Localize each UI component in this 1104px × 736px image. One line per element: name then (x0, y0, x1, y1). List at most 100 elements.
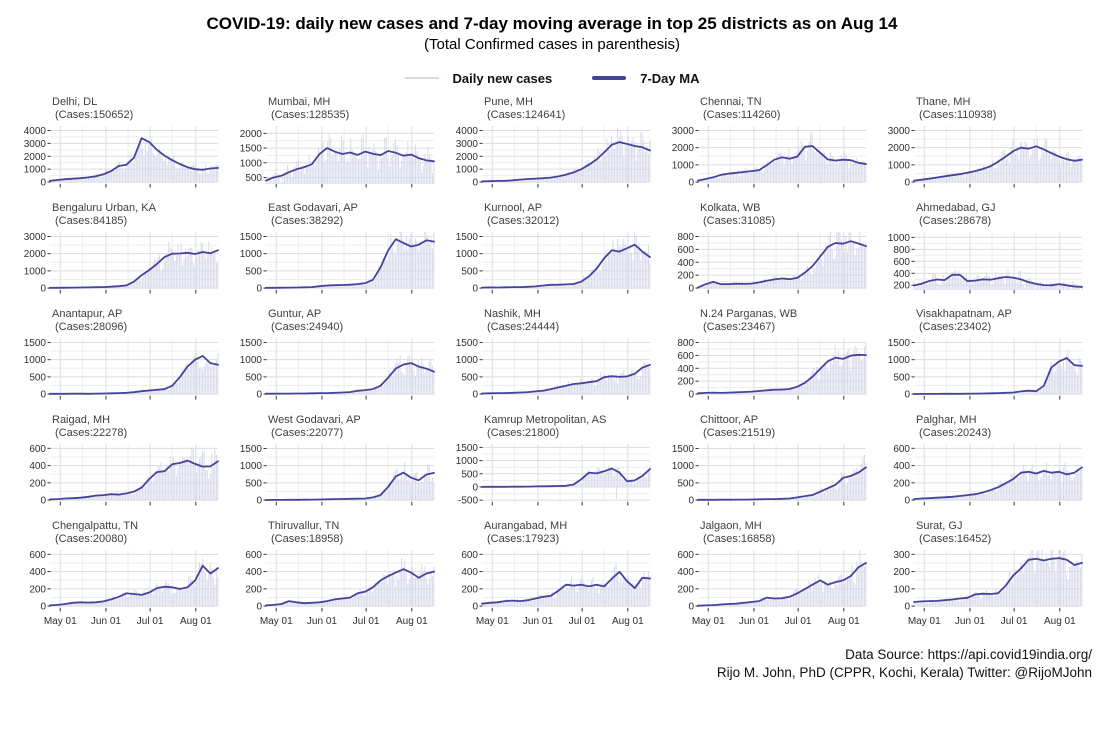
district-cases: (Cases:24940) (271, 321, 344, 333)
panel-title: Chittoor, AP (Cases:21519) (700, 414, 874, 440)
ma-line (265, 147, 435, 182)
y-axis-tick-label: 1000 (240, 249, 263, 260)
y-axis-tick-label: 0 (472, 602, 478, 613)
y-axis-tick-label: 600 (245, 550, 262, 561)
y-axis-tick-label: 4000 (456, 126, 479, 137)
chart-canvas: 0 500 1000 1500 (672, 444, 867, 507)
y-axis-tick-label: 500 (245, 266, 262, 277)
y-axis-tick-label: 800 (893, 245, 910, 256)
chart-canvas: 0 100 200 300 May 01 Jun 01 Jul 01 Aug 01 (893, 550, 1083, 627)
y-axis-tick-label: 1500 (24, 338, 47, 349)
district-panel: Surat, GJ (Cases:16452) 0 100 200 300 May 01 Ju… (874, 520, 1090, 646)
district-name: Ahmedabad, GJ (916, 202, 996, 214)
ma-line (49, 137, 219, 182)
y-axis-tick-label: 200 (893, 478, 910, 489)
y-axis-tick-label: 1000 (456, 249, 479, 260)
chart-canvas: 0 200 400 600 May 01 Jun 01 Jul 01 Aug 01 (29, 550, 219, 627)
district-name: Surat, GJ (916, 520, 963, 532)
panel-title: Palghar, MH (Cases:20243) (916, 414, 1090, 440)
y-axis-tick-label: 0 (904, 602, 910, 613)
y-axis-tick-label: 500 (677, 478, 694, 489)
district-name: Chengalpattu, TN (52, 520, 139, 532)
y-axis-tick-label: 1500 (456, 232, 479, 243)
x-axis-tick-label: May 01 (44, 616, 77, 627)
y-axis-tick-label: 0 (256, 284, 262, 295)
district-panel: Delhi, DL (Cases:150652) 0 1000 2000 3000 4000 (10, 96, 226, 202)
y-axis-tick-label: 300 (893, 550, 910, 561)
panel-title: Aurangabad, MH (Cases:17923) (484, 520, 658, 546)
y-axis-tick-label: 200 (677, 377, 694, 388)
panel-title: Ahmedabad, GJ (Cases:28678) (916, 202, 1090, 228)
district-cases: (Cases:150652) (55, 109, 134, 121)
district-cases: (Cases:24444) (487, 321, 560, 333)
y-axis-tick-label: 600 (677, 550, 694, 561)
chart-canvas: 0 1000 2000 3000 (672, 126, 867, 189)
ma-line (913, 557, 1083, 603)
ma-line (697, 145, 867, 182)
y-axis-tick-label: 800 (677, 232, 694, 243)
y-axis-tick-label: 0 (904, 496, 910, 507)
ma-line (265, 238, 435, 289)
district-name: Mumbai, MH (268, 96, 331, 108)
chart-canvas: 0 1000 2000 3000 4000 (456, 126, 651, 189)
ma-line (265, 471, 435, 501)
ma-line (481, 141, 651, 183)
page-subtitle: (Total Confirmed cases in parenthesis) (424, 36, 680, 53)
ma-line (913, 273, 1083, 288)
legend-label-daily: Daily new cases (452, 70, 553, 86)
y-axis-tick-label: 400 (677, 364, 694, 375)
panel-title: West Godavari, AP (Cases:22077) (268, 414, 442, 440)
chart-canvas: 0 500 1000 1500 (240, 444, 435, 507)
y-axis-tick-label: 600 (677, 245, 694, 256)
author-credit-line: Rijo M. John, PhD (CPPR, Kochi, Kerala) … (716, 665, 1092, 680)
y-axis-tick-label: 0 (688, 496, 694, 507)
district-name: Chittoor, AP (700, 414, 759, 426)
district-panel: Chengalpattu, TN (Cases:20080) 0 200 400 600 M… (10, 520, 226, 646)
district-name: East Godavari, AP (268, 202, 358, 214)
legend-item-ma: 7-Day MA (592, 71, 699, 86)
ma-line (697, 466, 867, 501)
y-axis-tick-label: 3000 (24, 139, 47, 150)
x-axis-tick-label: Jul 01 (353, 616, 380, 627)
x-axis-tick-label: Jul 01 (137, 616, 164, 627)
x-axis-tick-label: May 01 (692, 616, 725, 627)
district-panel: Chennai, TN (Cases:114260) 0 1000 2000 3000 (658, 96, 874, 202)
x-axis-tick-label: Jun 01 (91, 616, 121, 627)
y-axis-tick-label: 500 (245, 372, 262, 383)
panel-grid: Delhi, DL (Cases:150652) 0 1000 2000 3000 4000… (0, 96, 1104, 646)
district-name: Kurnool, AP (484, 202, 543, 214)
y-axis-tick-label: 0 (256, 602, 262, 613)
district-cases: (Cases:22077) (271, 427, 344, 439)
y-axis-tick-label: 1500 (456, 338, 479, 349)
district-panel: Guntur, AP (Cases:24940) 0 500 1000 1500 (226, 308, 442, 414)
y-axis-tick-label: 500 (29, 372, 46, 383)
y-axis-tick-label: 3000 (672, 126, 695, 137)
y-axis-tick-label: 1500 (456, 443, 479, 454)
district-cases: (Cases:114260) (703, 109, 781, 121)
panel-title: Surat, GJ (Cases:16452) (916, 520, 1090, 546)
district-cases: (Cases:110938) (919, 109, 997, 121)
district-cases: (Cases:20080) (55, 533, 128, 545)
y-axis-tick-label: 400 (893, 461, 910, 472)
chart-canvas: 0 500 1000 1500 (24, 338, 219, 401)
y-axis-tick-label: 2000 (24, 152, 47, 163)
ma-line-swatch (592, 76, 627, 80)
y-axis-tick-label: 0 (688, 390, 694, 401)
y-axis-tick-label: 0 (472, 178, 478, 189)
y-axis-tick-label: 500 (461, 469, 478, 480)
y-axis-tick-label: 2000 (672, 143, 695, 154)
ma-line (265, 568, 435, 607)
chart-canvas: 0 500 1000 1500 (456, 232, 651, 295)
y-axis-tick-label: 200 (893, 281, 910, 292)
y-axis-tick-label: 0 (256, 496, 262, 507)
y-axis-tick-label: 400 (29, 567, 46, 578)
legend-item-daily: Daily new cases (404, 70, 553, 86)
x-axis-tick-label: Jun 01 (955, 616, 985, 627)
y-axis-tick-label: 0 (472, 390, 478, 401)
panel-title: Kamrup Metropolitan, AS (Cases:21800) (484, 414, 658, 440)
district-panel: Thiruvallur, TN (Cases:18958) 0 200 400 600 Ma… (226, 520, 442, 646)
district-name: Bengaluru Urban, KA (52, 202, 156, 214)
y-axis-tick-label: 3000 (24, 232, 47, 243)
x-axis-tick-label: Jul 01 (569, 616, 596, 627)
district-panel: Kurnool, AP (Cases:32012) 0 500 1000 1500 (442, 202, 658, 308)
